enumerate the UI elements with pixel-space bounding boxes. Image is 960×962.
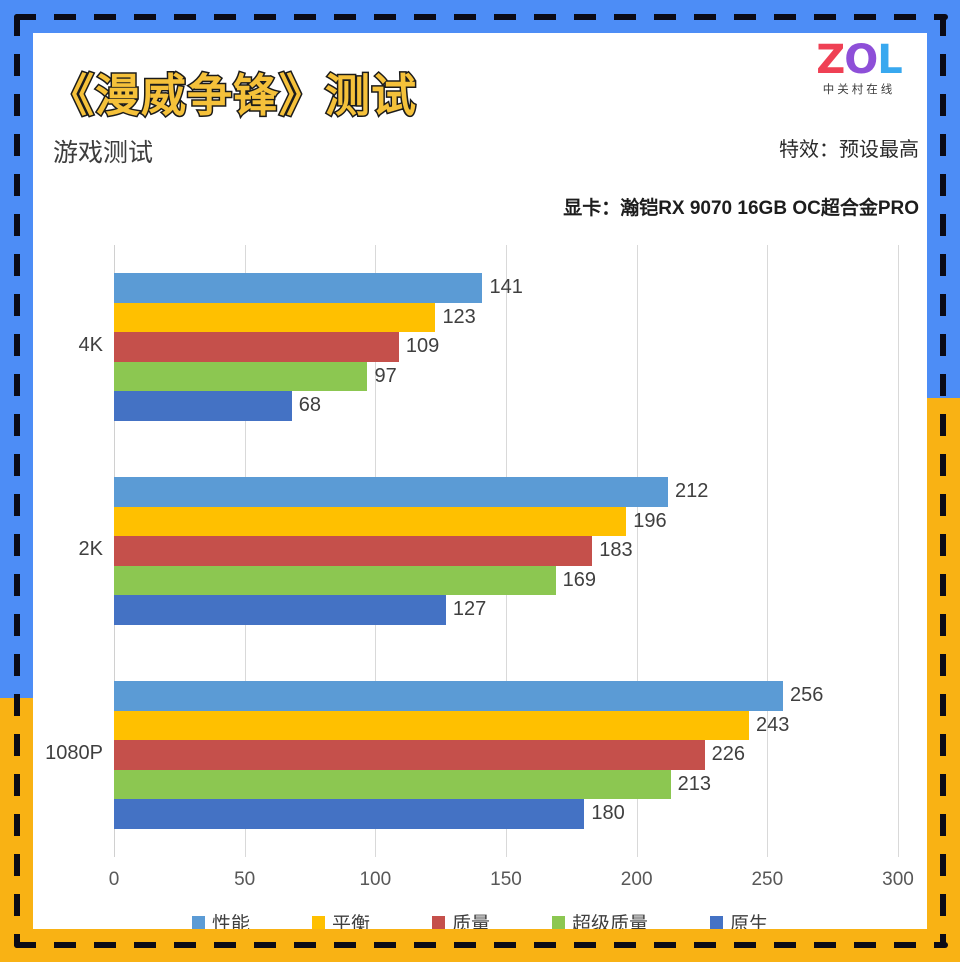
preset-label: 特效：预设最高 [779, 139, 919, 161]
bar-value-label: 256 [790, 684, 824, 707]
bar-质量-1080P [114, 740, 705, 770]
bar-row: 141 [114, 273, 898, 303]
bar-row: 180 [114, 799, 898, 829]
bar-质量-4K [114, 332, 399, 362]
zol-tagline: 中关村在线 [822, 84, 896, 96]
zol-wordmark: ZOL [801, 40, 917, 80]
legend-item-质量[interactable]: 质量 [431, 909, 490, 929]
bar-平衡-1080P [114, 710, 750, 741]
legend-item-性能[interactable]: 性能 [191, 909, 250, 929]
stitch-dashes-left [14, 14, 20, 948]
gridline-300 [898, 245, 899, 857]
bar-value-label: 180 [591, 802, 625, 825]
stitch-dashes-right [940, 14, 946, 948]
bar-性能-2K [114, 477, 669, 507]
stitch-dashes-bottom [14, 942, 948, 948]
legend-label: 平衡 [331, 914, 370, 929]
x-tick-label-150: 150 [490, 869, 522, 890]
bar-平衡-4K [114, 302, 436, 333]
zol-letter-z: Z [816, 37, 845, 83]
bar-row: 213 [114, 769, 898, 800]
bar-value-label: 243 [756, 713, 790, 736]
category-label-2K: 2K [78, 538, 103, 560]
legend-label: 性能 [211, 914, 250, 929]
gridline-250 [767, 245, 769, 857]
bar-性能-1080P [114, 681, 783, 711]
category-label-4K: 4K [78, 334, 103, 356]
bar-group: 4K 141 123 109 97 68 [79, 245, 898, 449]
category-label-1080P: 1080P [45, 742, 103, 764]
bar-value-label: 141 [489, 276, 523, 299]
bar-value-label: 212 [675, 480, 709, 503]
x-tick-label-250: 250 [751, 869, 784, 890]
bar-value-label: 169 [562, 568, 597, 591]
bar-原生-2K [114, 595, 446, 625]
bar-质量-2K [114, 536, 593, 566]
x-tick-label-200: 200 [620, 869, 653, 890]
bar-row: 97 [114, 361, 898, 392]
bar-value-label: 183 [599, 539, 633, 562]
bar-value-label: 226 [711, 743, 745, 766]
header: 《漫威争锋》测试 游戏测试 ZOL 中关村在线 特效：预设最高 显卡：瀚铠RX … [33, 33, 927, 233]
legend-swatch-icon [431, 916, 445, 929]
bar-value-label: 127 [452, 598, 487, 621]
legend-label: 原生 [730, 914, 769, 929]
bar-row: 127 [114, 595, 898, 625]
bar-超级质量-2K [114, 565, 556, 596]
zol-logo: ZOL 中关村在线 [801, 40, 917, 97]
chart-legend: 性能 平衡 质量 超级质量 原生 [33, 909, 927, 929]
bar-row: 243 [114, 710, 898, 741]
bar-row: 123 [114, 302, 898, 333]
bar-value-label: 213 [677, 772, 711, 795]
legend-label: 超级质量 [572, 914, 649, 929]
x-tick-label-100: 100 [359, 869, 392, 890]
x-tick-label-300: 300 [882, 869, 914, 890]
bar-原生-1080P [114, 799, 585, 829]
content-card: 《漫威争锋》测试 游戏测试 ZOL 中关村在线 特效：预设最高 显卡：瀚铠RX … [33, 33, 927, 929]
bar-超级质量-4K [114, 361, 368, 392]
zol-letter-o: O [844, 37, 878, 83]
x-axis-ticks: 0 50 100 150 200 250 300 [109, 869, 914, 897]
bar-原生-4K [114, 391, 292, 421]
page-title: 《漫威争锋》测试 [47, 68, 418, 124]
legend-swatch-icon [191, 916, 205, 929]
bar-value-label: 109 [405, 335, 440, 358]
bar-性能-4K [114, 273, 483, 303]
bar-row: 256 [114, 681, 898, 711]
gpu-label: 显卡：瀚铠RX 9070 16GB OC超合金PRO [563, 198, 919, 219]
zol-letter-l: L [877, 37, 902, 83]
bar-row: 226 [114, 740, 898, 770]
bar-row: 109 [114, 332, 898, 362]
bar-value-label: 97 [374, 364, 397, 387]
bar-平衡-2K [114, 506, 627, 537]
benchmark-bar-chart: 4K 141 123 109 97 68 2K 212 196 183 169 127 1080P 256… [33, 233, 927, 929]
bar-group: 2K 212 196 183 169 127 [79, 449, 898, 653]
gridline-200 [636, 245, 638, 857]
legend-item-原生[interactable]: 原生 [710, 909, 768, 929]
legend-item-平衡[interactable]: 平衡 [311, 909, 370, 929]
legend-swatch-icon [552, 916, 565, 929]
bar-row: 68 [114, 391, 898, 421]
bar-group: 1080P 256 243 226 213 180 [45, 653, 898, 857]
legend-item-超级质量[interactable]: 超级质量 [552, 909, 648, 929]
bar-value-label: 123 [442, 305, 476, 328]
bar-row: 169 [114, 565, 898, 596]
x-tick-label-50: 50 [234, 869, 256, 890]
x-tick-label-0: 0 [108, 869, 120, 890]
bar-超级质量-1080P [114, 769, 671, 800]
legend-swatch-icon [710, 916, 724, 929]
bar-value-label: 196 [633, 509, 667, 532]
bar-row: 212 [114, 477, 898, 507]
bar-row: 183 [114, 536, 898, 566]
stitch-dashes-top [14, 14, 948, 20]
bar-value-label: 68 [298, 394, 321, 417]
legend-swatch-icon [311, 916, 325, 929]
page-subtitle: 游戏测试 [53, 139, 154, 167]
bar-row: 196 [114, 506, 898, 537]
plot-area: 4K 141 123 109 97 68 2K 212 196 183 169 127 1080P 256… [45, 245, 899, 857]
legend-label: 质量 [451, 914, 490, 929]
